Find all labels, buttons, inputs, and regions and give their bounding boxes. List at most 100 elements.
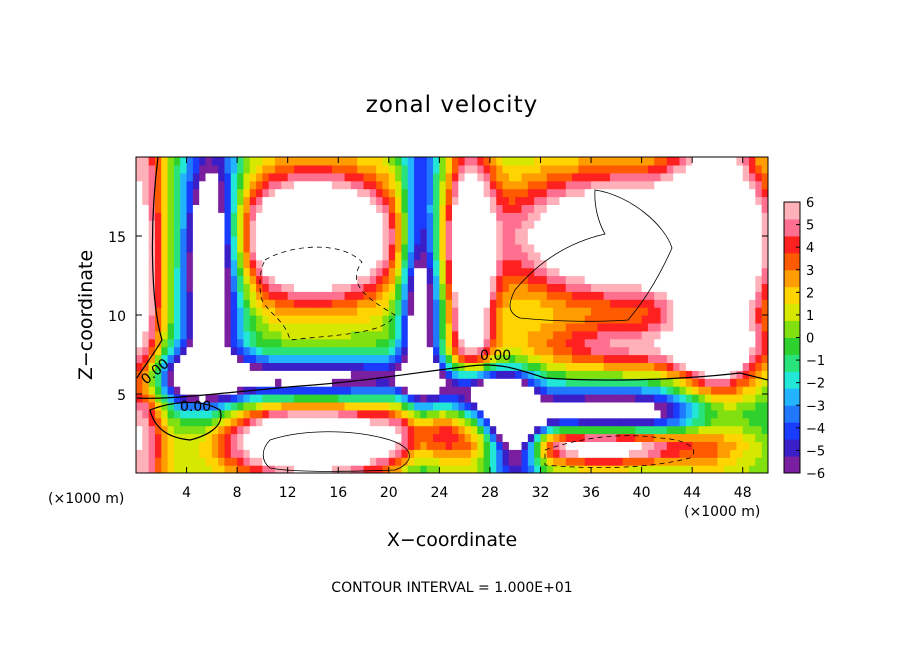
heatmap-cell [306, 180, 314, 190]
heatmap-cell [521, 449, 529, 458]
heatmap-cell [369, 299, 377, 308]
heatmap-cell [275, 172, 282, 182]
heatmap-cell [268, 243, 276, 253]
heatmap-cell [704, 251, 712, 261]
heatmap-cell [521, 346, 529, 356]
heatmap-cell [136, 386, 143, 395]
heatmap-cell [142, 204, 150, 213]
heatmap-cell [553, 180, 561, 190]
heatmap-cell [300, 259, 308, 269]
heatmap-cell [502, 338, 510, 348]
heatmap-cell [717, 322, 725, 332]
heatmap-cell [199, 338, 207, 348]
heatmap-cell [692, 220, 700, 229]
heatmap-cell [578, 330, 586, 340]
heatmap-cell [414, 291, 421, 300]
heatmap-cell [660, 330, 668, 340]
heatmap-cell [698, 157, 706, 166]
heatmap-cell [534, 291, 542, 300]
heatmap-cell [439, 457, 447, 466]
heatmap-cell [553, 243, 561, 253]
heatmap-cell [142, 307, 150, 316]
heatmap-cell [565, 441, 573, 450]
heatmap-cell [534, 386, 542, 395]
heatmap-cell [154, 251, 162, 261]
heatmap-cell [136, 283, 143, 292]
heatmap-cell [603, 236, 611, 245]
heatmap-cell [591, 259, 598, 269]
heatmap-cell [673, 164, 681, 174]
heatmap-cell [565, 354, 573, 363]
heatmap-cell [369, 315, 377, 324]
heatmap-cell [306, 378, 314, 387]
heatmap-cell [420, 338, 428, 348]
heatmap-cell [572, 275, 579, 284]
heatmap-cell [673, 394, 681, 403]
heatmap-cell [136, 259, 143, 269]
heatmap-cell [711, 243, 719, 253]
heatmap-cell [401, 449, 409, 458]
heatmap-cell [685, 172, 693, 182]
heatmap-cell [635, 188, 643, 198]
heatmap-cell [243, 433, 251, 442]
heatmap-cell [420, 394, 428, 403]
heatmap-cell [584, 409, 592, 419]
heatmap-cell [578, 236, 586, 245]
heatmap-cell [414, 164, 421, 174]
heatmap-cell [660, 354, 668, 363]
heatmap-cell [237, 157, 245, 166]
heatmap-cell [464, 378, 472, 387]
heatmap-cell [426, 291, 434, 300]
heatmap-cell [388, 275, 396, 284]
heatmap-cell [433, 275, 440, 284]
heatmap-cell [723, 354, 731, 363]
heatmap-cell [641, 362, 649, 371]
heatmap-cell [597, 315, 605, 324]
heatmap-cell [755, 386, 763, 395]
heatmap-cell [654, 228, 662, 237]
heatmap-cell [230, 164, 238, 174]
heatmap-cell [350, 204, 358, 213]
heatmap-cell [433, 220, 440, 229]
heatmap-cell [679, 180, 687, 190]
heatmap-cell [527, 338, 535, 348]
heatmap-cell [692, 243, 700, 253]
heatmap-cell [249, 401, 257, 411]
colorbar-tick-label: 2 [806, 286, 814, 301]
heatmap-cell [445, 362, 453, 371]
heatmap-cell [218, 180, 226, 190]
heatmap-cell [534, 394, 542, 403]
heatmap-cell [363, 299, 371, 308]
heatmap-cell [489, 378, 497, 387]
heatmap-cell [350, 394, 358, 403]
heatmap-cell [470, 164, 478, 174]
heatmap-cell [369, 441, 377, 450]
heatmap-cell [685, 275, 693, 284]
heatmap-cell [154, 417, 162, 427]
heatmap-cell [584, 346, 592, 356]
heatmap-cell [755, 243, 763, 253]
heatmap-cell [647, 465, 655, 473]
heatmap-cell [148, 409, 156, 419]
heatmap-cell [281, 172, 289, 182]
heatmap-cell [452, 220, 459, 229]
heatmap-cell [452, 354, 459, 363]
heatmap-cell [294, 204, 301, 213]
heatmap-cell [660, 433, 668, 442]
heatmap-cell [711, 394, 719, 403]
colorbar-tick-label: 3 [806, 264, 814, 279]
colorbar-swatch [784, 371, 800, 389]
heatmap-cell [761, 378, 768, 387]
heatmap-cell [275, 212, 282, 221]
heatmap-cell [464, 307, 472, 316]
heatmap-cell [319, 188, 327, 198]
heatmap-cell [635, 299, 643, 308]
heatmap-cell [572, 362, 579, 371]
heatmap-cell [508, 417, 516, 427]
heatmap-cell [325, 180, 333, 190]
heatmap-cell [167, 315, 175, 324]
contour-zero-left-loop [149, 401, 222, 441]
heatmap-cell [452, 315, 459, 324]
heatmap-cell [256, 315, 263, 324]
heatmap-cell [628, 251, 636, 261]
